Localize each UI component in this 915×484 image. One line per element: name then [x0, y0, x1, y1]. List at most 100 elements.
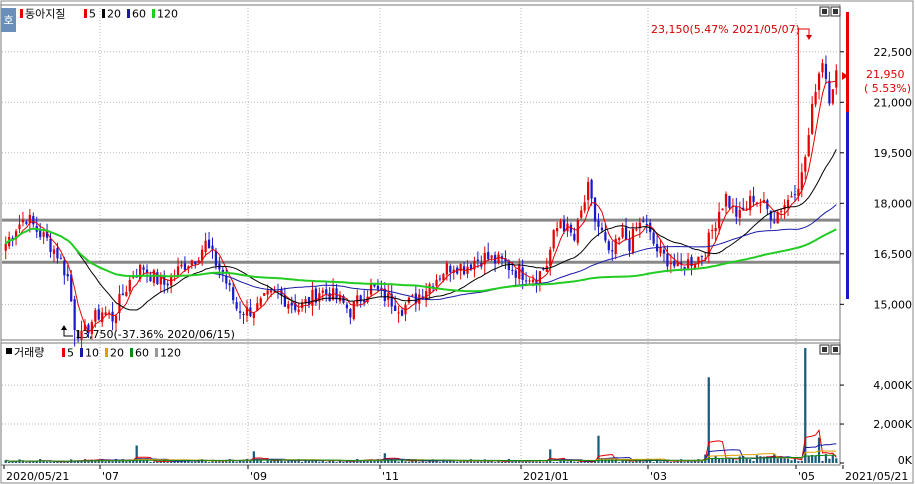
candle: [742, 198, 745, 211]
candle: [611, 240, 614, 262]
candle: [400, 307, 404, 317]
volume-bar: [149, 461, 152, 463]
candle: [483, 246, 486, 275]
candle: [724, 191, 728, 215]
volume-bar: [673, 462, 676, 463]
price-tick-label: 22,500: [874, 46, 913, 59]
candle: [390, 284, 393, 314]
candle: [690, 254, 693, 276]
volume-bar: [132, 460, 135, 463]
candle: [190, 259, 193, 270]
candle: [721, 208, 724, 211]
volume-bar: [590, 461, 593, 463]
candle: [676, 252, 679, 267]
volume-bar: [514, 460, 517, 463]
volume-bar: [780, 456, 783, 463]
candle: [490, 255, 493, 262]
volume-bar: [373, 460, 376, 463]
volume-bar: [449, 459, 452, 463]
price-tick-label: 18,000: [874, 197, 913, 210]
volume-bar: [76, 460, 80, 463]
price-y-axis: 22,500 21,000 19,500 18,000 16,500 15,000: [840, 46, 913, 311]
candle: [583, 194, 586, 214]
x-tick-label: '03: [650, 470, 667, 483]
volume-bar: [797, 460, 800, 463]
candle: [459, 263, 462, 280]
volume-bar: [159, 461, 162, 463]
volume-bar: [232, 460, 235, 463]
candle: [4, 236, 7, 260]
volume-bar: [538, 460, 542, 463]
volume-bar: [676, 461, 679, 463]
volume-bar: [42, 461, 45, 463]
volume-bar: [531, 460, 535, 463]
volume-bar: [414, 459, 417, 463]
volume-bar: [207, 462, 211, 463]
volume-bar: [280, 459, 283, 463]
volume-panel-maximize-button[interactable]: [830, 344, 841, 355]
x-tick-label: '11: [382, 470, 399, 483]
volume-bar: [607, 459, 610, 463]
candle: [597, 213, 600, 237]
volume-bar: [283, 461, 286, 463]
volume-bar: [63, 461, 66, 463]
volume-bar: [828, 458, 831, 463]
legend-swatch-ma5: [84, 9, 87, 18]
volume-bar: [397, 461, 400, 463]
volume-bar: [325, 462, 328, 463]
candle: [145, 264, 149, 283]
candle: [176, 257, 180, 277]
candle: [314, 286, 318, 307]
volume-bar: [511, 460, 514, 463]
legend-swatch-ma120: [152, 9, 155, 18]
volume-bar: [407, 461, 411, 463]
volume-bar: [686, 460, 690, 463]
candle: [42, 230, 45, 244]
volume-bar: [104, 461, 107, 463]
volume-bar: [376, 459, 380, 463]
volume-bar: [290, 460, 293, 463]
legend-swatch-vma60: [130, 348, 133, 357]
volume-bar: [256, 459, 259, 463]
side-tab-label: 호: [3, 14, 13, 27]
candle: [449, 263, 452, 282]
candle: [659, 239, 662, 257]
volume-bar: [487, 460, 490, 463]
volume-bar: [817, 437, 821, 463]
volume-bar: [604, 458, 607, 463]
volume-panel-minimize-button[interactable]: [819, 344, 830, 355]
volume-bar: [731, 458, 735, 463]
volume-bar: [800, 460, 803, 463]
volume-bar: [366, 459, 369, 463]
volume-bar: [493, 462, 497, 463]
last-price: 21,950: [866, 68, 905, 81]
volume-bar: [690, 461, 693, 463]
candle: [66, 264, 69, 281]
volume-bar: [642, 461, 645, 463]
volume-bar: [387, 459, 390, 463]
candle: [352, 300, 355, 321]
volume-bar: [707, 377, 710, 463]
legend-label-ma60: 60: [132, 8, 146, 21]
candle: [680, 253, 683, 272]
volume-bar: [252, 451, 255, 463]
current-price-marker: 21,950 ( 5.53%): [842, 68, 911, 95]
candle: [114, 315, 118, 332]
candle: [783, 199, 786, 220]
candle: [821, 59, 824, 78]
volume-bar: [14, 461, 18, 463]
candle: [780, 208, 783, 220]
price-panel-minimize-button[interactable]: [819, 6, 830, 17]
price-panel-maximize-button[interactable]: [830, 6, 841, 17]
legend-label-vma5: 5: [67, 347, 74, 360]
side-tab[interactable]: [1, 8, 16, 32]
volume-bar: [766, 456, 769, 463]
candle: [697, 256, 700, 268]
candle: [80, 320, 83, 348]
candle: [73, 295, 76, 347]
candle: [376, 279, 380, 292]
candle: [607, 239, 610, 254]
price-tick-label: 19,500: [874, 147, 913, 160]
volume-bar: [783, 458, 786, 463]
candle: [773, 212, 776, 224]
